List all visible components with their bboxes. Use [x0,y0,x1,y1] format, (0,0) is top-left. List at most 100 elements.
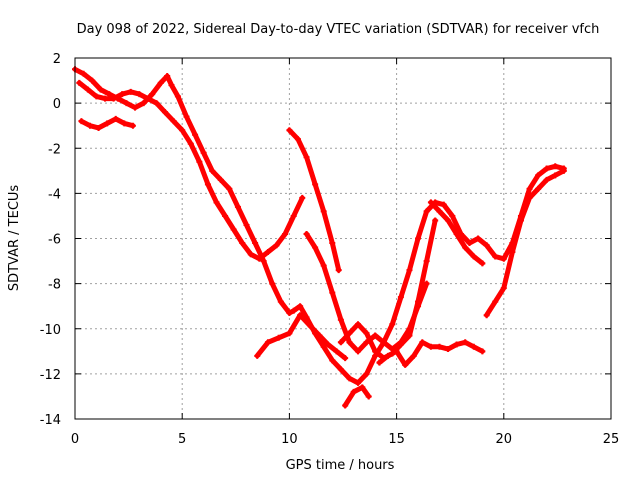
data-point [136,91,143,98]
data-point [333,348,340,355]
data-point [342,355,349,362]
series-line [76,80,305,262]
series-track-10 [427,199,486,267]
data-point [363,330,370,337]
data-point [200,149,207,156]
data-point [432,217,439,224]
data-point [329,357,336,364]
x-tick-label: 5 [178,432,186,447]
data-point [355,348,362,355]
data-point [337,316,344,323]
data-point [483,242,490,249]
data-point [509,249,516,256]
data-point [144,95,151,102]
data-point [380,339,387,346]
data-point [260,258,267,265]
data-point [397,294,404,301]
data-point [355,379,362,386]
data-point [93,93,100,100]
data-point [535,172,542,179]
data-point [320,208,327,215]
data-point [286,309,293,316]
data-point [297,312,304,319]
data-point [217,176,224,183]
data-point [307,323,314,330]
data-point [234,203,241,210]
data-point [436,343,443,350]
data-point [132,104,139,111]
data-point [183,113,190,120]
data-point [140,100,147,107]
data-point [466,240,473,247]
data-point [303,230,310,237]
data-point [350,388,357,395]
data-point [299,194,306,201]
data-point [535,185,542,192]
data-point [170,118,177,125]
data-point [157,79,164,86]
data-point [119,91,126,98]
data-point [329,289,336,296]
data-point [406,267,413,274]
data-point [290,212,297,219]
data-point [385,352,392,359]
y-tick-label: -10 [40,323,61,338]
data-point [423,280,430,287]
series-track-4 [254,312,349,362]
data-point [254,352,261,359]
x-tick-label: 20 [496,432,513,447]
data-point [526,185,533,192]
data-point [365,393,372,400]
data-point [402,361,409,368]
data-point [440,201,447,208]
series-track-5 [286,127,342,274]
data-point [97,86,104,93]
y-axis-label: SDTVAR / TECUs [7,185,22,292]
data-point [123,100,130,107]
data-point [164,73,171,80]
grid-lines [75,58,611,419]
data-point [320,343,327,350]
data-point [543,176,550,183]
data-point [492,253,499,260]
x-tick-label: 15 [388,432,405,447]
data-point [500,285,507,292]
data-point [406,332,413,339]
data-point [209,167,216,174]
data-point [552,172,559,179]
data-point [277,298,284,305]
data-point [335,267,342,274]
data-point [410,352,417,359]
data-point [449,212,456,219]
series-track-3 [78,115,136,131]
data-point [436,208,443,215]
data-point [479,348,486,355]
data-point [312,244,319,251]
data-point [153,100,160,107]
series-track-7 [342,384,372,409]
data-point [312,181,319,188]
y-tick-label: -12 [40,368,61,383]
data-point [320,262,327,269]
data-point [479,260,486,267]
data-point [355,321,362,328]
data-point [102,95,109,102]
data-point [192,131,199,138]
data-point [492,298,499,305]
data-point [470,343,477,350]
data-point [104,120,111,127]
data-point [560,167,567,174]
data-point [372,332,379,339]
data-point [89,77,96,84]
data-point [303,154,310,161]
data-point [264,249,271,256]
data-point [419,339,426,346]
x-tick-label: 10 [281,432,298,447]
y-tick-label: 2 [53,52,61,67]
data-point [415,298,422,305]
data-point [324,341,331,348]
data-point [453,230,460,237]
data-point [294,136,301,143]
data-point [389,321,396,328]
